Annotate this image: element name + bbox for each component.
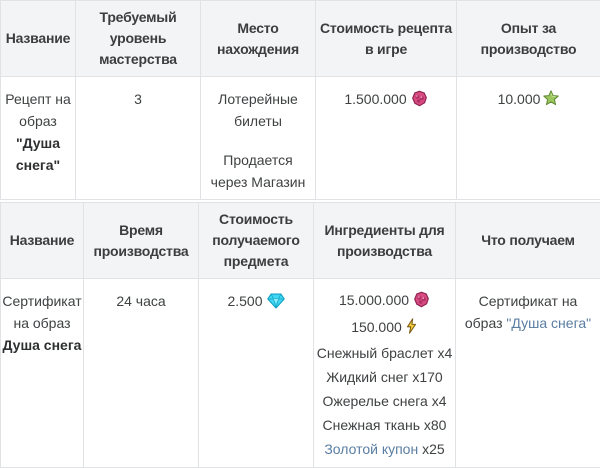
header-item-cost: Стоимость получаемого предмета (199, 203, 314, 279)
ingredient-currency-2: 150.000 (316, 315, 453, 341)
recipe-table-header-row: Название Требуемый уровень мастерства Ме… (1, 1, 600, 77)
header-location: Место нахождения (201, 1, 316, 77)
recipe-name-bold: "Душа снега" (16, 135, 60, 173)
certificate-name-text: Сертификат на образ (2, 293, 81, 331)
production-table-header-row: Название Время производства Стоимость по… (1, 203, 600, 279)
ingredient-item: Снежный браслет x4 (316, 341, 453, 365)
header-production-time: Время производства (84, 203, 199, 279)
recipe-table-row: Рецепт на образ "Душа снега" 3 Лотерейны… (1, 77, 600, 200)
recipe-cost-value: 1.500.000 (344, 91, 406, 107)
cyan-diamond-currency-icon (267, 293, 285, 315)
header-recipe-cost: Стоимость рецепта в игре (316, 1, 457, 77)
ingredient-item: Ожерелье снега x4 (316, 389, 453, 413)
green-star-icon (543, 90, 559, 112)
certificate-name-bold: Душа снега (3, 337, 82, 353)
item-cost-value: 2.500 (227, 293, 262, 309)
location-cell: Лотерейные билеты Продается через Магази… (201, 77, 316, 200)
certificate-name-cell: Сертификат на образ Душа снега (1, 279, 84, 468)
recipe-cost-cell: 1.500.000 (316, 77, 457, 200)
location-paragraph-2: Продается через Магазин (203, 149, 313, 193)
production-info-table: Название Время производства Стоимость по… (0, 202, 600, 468)
recipe-name-text: Рецепт на образ (5, 91, 71, 129)
ingredient-currency-1: 15.000.000 (316, 288, 453, 315)
yellow-lightning-energy-icon (405, 317, 418, 341)
experience-cell: 10.000 (457, 77, 600, 200)
recipe-info-table: Название Требуемый уровень мастерства Ме… (0, 0, 600, 200)
pink-gem-currency-icon (413, 291, 430, 315)
ingredient-item: Жидкий снег x170 (316, 365, 453, 389)
header-result: Что получаем (456, 203, 600, 279)
experience-value: 10.000 (498, 91, 541, 107)
golden-coupon-qty: x25 (418, 441, 444, 457)
recipe-name-cell: Рецепт на образ "Душа снега" (1, 77, 76, 200)
header-ingredients: Ингредиенты для производства (314, 203, 456, 279)
item-cost-cell: 2.500 (199, 279, 314, 468)
production-table-row: Сертификат на образ Душа снега 24 часа 2… (1, 279, 600, 468)
golden-coupon-link[interactable]: Золотой купон (324, 441, 418, 457)
mastery-level-cell: 3 (76, 77, 201, 200)
result-cell: Сертификат на образ "Душа снега" (456, 279, 600, 468)
header-experience: Опыт за производство (457, 1, 600, 77)
header-name-2: Название (1, 203, 84, 279)
ingredient-item-linked: Золотой купон x25 (316, 437, 453, 461)
ingredients-cell: 15.000.000 150.000 Снежный браслет x4 Жи… (314, 279, 456, 468)
location-paragraph-1: Лотерейные билеты (203, 88, 313, 132)
result-image-link[interactable]: "Душа снега" (506, 315, 591, 331)
header-name: Название (1, 1, 76, 77)
header-mastery-level: Требуемый уровень мастерства (76, 1, 201, 77)
production-time-cell: 24 часа (84, 279, 199, 468)
pink-gem-currency-icon (411, 90, 428, 113)
